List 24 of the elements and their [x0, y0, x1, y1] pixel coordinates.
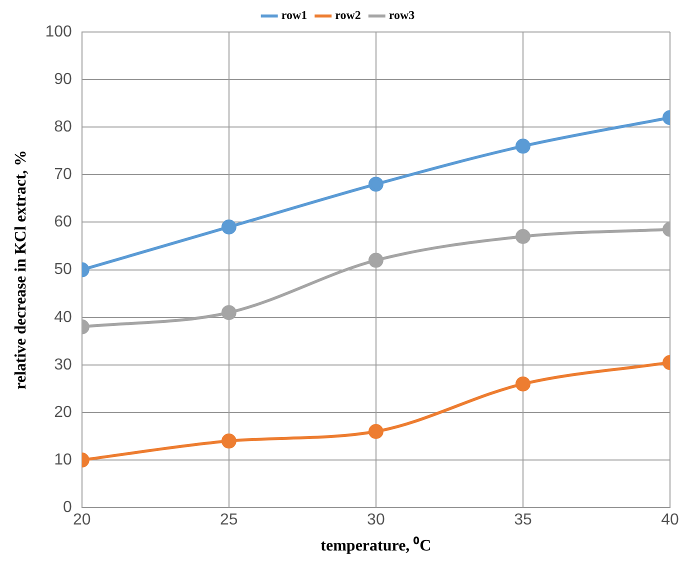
- y-tick-label: 70: [54, 166, 72, 184]
- y-tick-label: 10: [54, 451, 72, 468]
- legend-label: row1: [281, 8, 308, 22]
- point: [368, 176, 384, 192]
- x-tick-label: 25: [220, 512, 238, 529]
- y-tick-label: 30: [54, 356, 72, 374]
- y-tick-label: 50: [54, 261, 72, 278]
- legend-label: row3: [388, 8, 415, 22]
- x-tick-label: 30: [367, 512, 385, 529]
- y-axis-title: relative decrease in KCl extract, %: [12, 150, 30, 390]
- y-tick-label: 80: [54, 118, 72, 136]
- x-tick-label: 35: [514, 512, 532, 529]
- legend-label: row2: [335, 8, 361, 22]
- x-axis-title: temperature, ⁰C: [320, 536, 432, 555]
- point: [368, 424, 384, 440]
- y-tick-label: 90: [54, 70, 72, 88]
- y-tick-label: 20: [54, 404, 72, 421]
- y-tick-label: 100: [45, 23, 72, 40]
- y-tick-label: 60: [54, 214, 72, 231]
- x-tick-label: 20: [72, 512, 91, 529]
- point: [368, 252, 384, 268]
- x-tick-label: 40: [661, 512, 679, 529]
- y-tick-label: 40: [54, 308, 72, 326]
- y-tick-label: 0: [62, 499, 72, 516]
